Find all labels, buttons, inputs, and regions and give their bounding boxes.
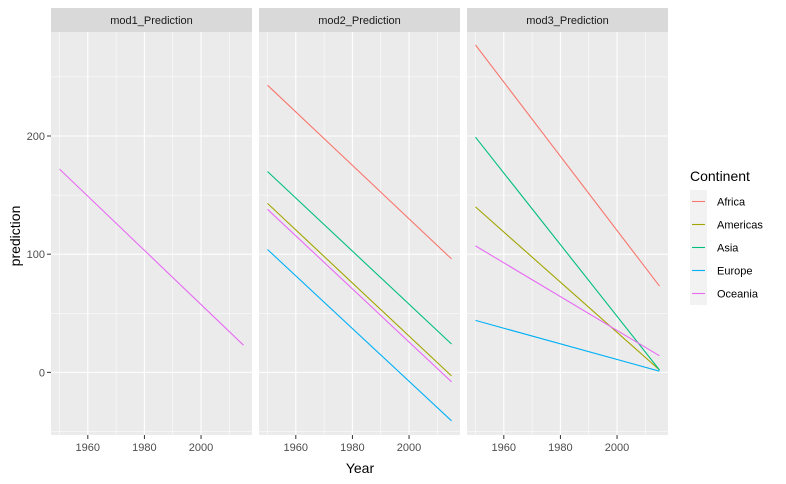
legend: Continent Africa Americas Asia Europe Oceania xyxy=(690,168,763,305)
y-tick-label: 200 xyxy=(27,131,45,143)
series-line-africa xyxy=(267,84,452,260)
facet-title: mod2_Prediction xyxy=(318,15,401,27)
x-tick-label: 1980 xyxy=(132,442,156,454)
series-line-europe xyxy=(475,319,660,372)
facet-title: mod1_Prediction xyxy=(110,15,193,27)
facet-title: mod3_Prediction xyxy=(526,15,609,27)
panel-background xyxy=(51,32,252,435)
x-tick-label: 1960 xyxy=(284,442,308,454)
x-tick-label: 2000 xyxy=(605,442,629,454)
panel-1: mod1_Prediction 1960 1980 2000 xyxy=(51,8,252,454)
series-line-asia xyxy=(475,136,660,371)
legend-label: Americas xyxy=(717,220,763,232)
facet-strip xyxy=(467,8,668,32)
series-line-oceania xyxy=(59,168,244,346)
y-tick-label: 100 xyxy=(27,249,45,261)
y-axis-title: prediction xyxy=(7,206,23,267)
series-line-africa xyxy=(475,44,660,287)
x-tick-label: 1980 xyxy=(548,442,572,454)
facet-strip xyxy=(259,8,460,32)
x-axis-title: Year xyxy=(346,460,375,476)
series-line-oceania xyxy=(475,245,660,357)
legend-label: Asia xyxy=(717,243,739,255)
panel-2: mod2_Prediction 1960 1980 2000 xyxy=(259,8,460,454)
panel-3: mod3_Prediction 1960 1980 2000 xyxy=(467,8,668,454)
x-tick-label: 1960 xyxy=(76,442,100,454)
legend-label: Europe xyxy=(717,266,752,278)
facet-strip xyxy=(51,8,252,32)
x-tick-label: 2000 xyxy=(397,442,421,454)
panel-background xyxy=(467,32,668,435)
series-line-americas xyxy=(267,202,452,377)
legend-title: Continent xyxy=(690,168,750,184)
legend-label: Oceania xyxy=(717,289,759,301)
x-tick-label: 1980 xyxy=(340,442,364,454)
series-line-oceania xyxy=(267,208,452,383)
series-line-americas xyxy=(475,206,660,371)
y-tick-label: 0 xyxy=(39,367,45,379)
x-tick-label: 1960 xyxy=(492,442,516,454)
series-line-asia xyxy=(267,171,452,345)
x-tick-label: 2000 xyxy=(189,442,213,454)
legend-label: Africa xyxy=(717,197,746,209)
series-line-europe xyxy=(267,249,452,422)
panel-background xyxy=(259,32,460,435)
